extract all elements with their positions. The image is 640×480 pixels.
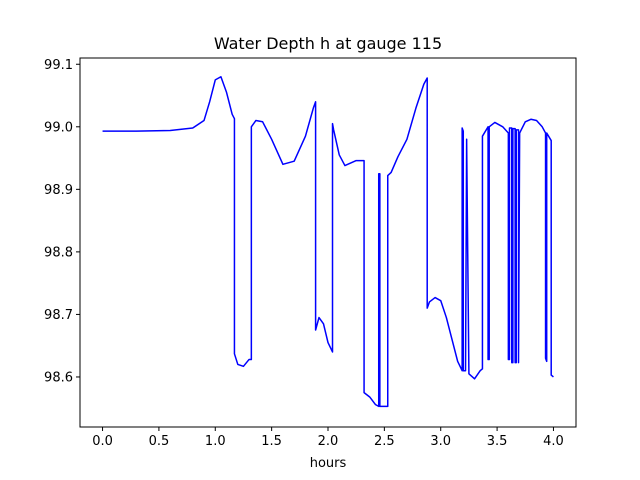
plot-area: 0.0 0.5 1.0 1.5 2.0 2.5 3.0 3.5 4.0 98.6 98.7 98.8 9… xyxy=(44,57,577,449)
y-tick-label: 98.9 xyxy=(44,183,73,198)
y-tick-label: 98.6 xyxy=(44,370,73,385)
y-tick-label: 99.1 xyxy=(44,58,73,73)
x-tick-label: 2.5 xyxy=(374,434,395,449)
x-tick-label: 0.5 xyxy=(149,434,170,449)
y-tick-label: 98.8 xyxy=(44,245,73,260)
series-line-0 xyxy=(102,76,554,408)
x-tick-label: 2.0 xyxy=(318,434,339,449)
chart-title: Water Depth h at gauge 115 xyxy=(214,34,442,53)
x-tick-label: 1.0 xyxy=(205,434,226,449)
x-tick-label: 1.5 xyxy=(261,434,282,449)
x-tick-label: 0.0 xyxy=(92,434,113,449)
x-tick-label: 3.0 xyxy=(430,434,451,449)
y-tick-label: 98.7 xyxy=(44,308,73,323)
x-tick-label: 4.0 xyxy=(543,434,564,449)
x-axis-label: hours xyxy=(310,456,347,471)
y-tick-label: 99.0 xyxy=(44,120,73,135)
x-tick-label: 3.5 xyxy=(487,434,508,449)
